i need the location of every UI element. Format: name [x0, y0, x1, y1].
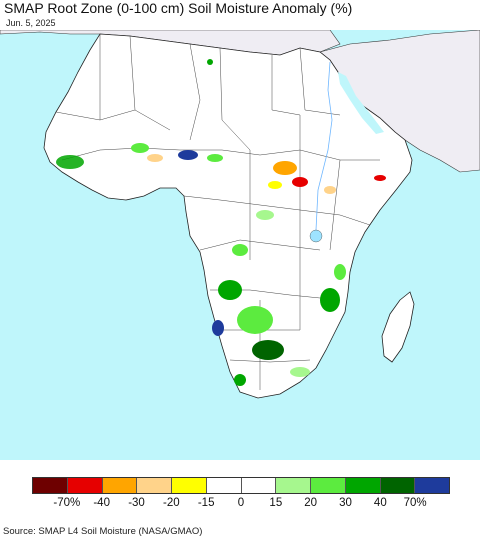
- legend-tick: 20: [304, 497, 318, 509]
- legend-swatch: [276, 478, 311, 493]
- legend-swatch: [415, 478, 449, 493]
- red-sea: [338, 72, 384, 134]
- legend-swatch: [380, 478, 416, 493]
- legend-tick: -20: [163, 497, 180, 509]
- lake-victoria: [309, 229, 323, 243]
- legend-tick-labels: -70% -40 -30 -20 -15 0 15 20 30 40 70%: [32, 497, 450, 511]
- legend-tick: -15: [197, 497, 215, 509]
- legend-swatch: [67, 478, 103, 493]
- legend-swatch: [311, 478, 346, 493]
- color-legend: [32, 477, 450, 494]
- country-borders: [55, 34, 380, 390]
- legend-tick: 30: [339, 497, 352, 509]
- legend-swatch: [172, 478, 207, 493]
- legend-tick: 70%: [403, 497, 427, 509]
- source-credit: Source: SMAP L4 Soil Moisture (NASA/GMAO…: [3, 526, 203, 537]
- nile-river: [315, 61, 333, 231]
- legend-swatch: [33, 478, 68, 493]
- legend-tick: -70%: [53, 497, 81, 509]
- legend-tick: -30: [128, 497, 145, 509]
- map-title: SMAP Root Zone (0-100 cm) Soil Moisture …: [4, 0, 353, 16]
- legend-swatch: [345, 478, 381, 493]
- legend-swatch: [137, 478, 172, 493]
- legend-swatch: [206, 478, 242, 493]
- legend-tick: 0: [237, 497, 245, 509]
- legend-swatch: [102, 478, 138, 493]
- madagascar: [381, 291, 415, 363]
- legend-swatch: [241, 478, 277, 493]
- africa-map: [0, 30, 480, 460]
- anomaly-patches: [56, 59, 386, 386]
- legend-tick: -40: [93, 497, 110, 509]
- legend-tick: 15: [269, 497, 283, 509]
- map-date: Jun. 5, 2025: [6, 18, 56, 28]
- legend-tick: 40: [373, 497, 387, 509]
